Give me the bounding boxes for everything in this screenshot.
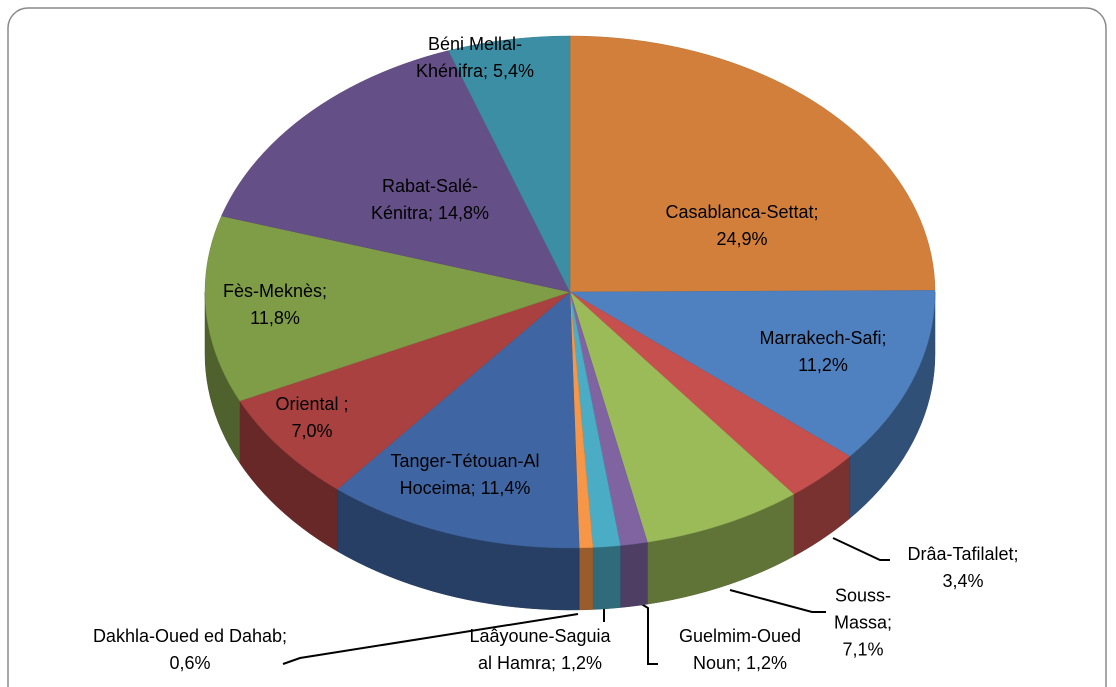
pie-slice bbox=[204, 215, 571, 402]
data-label: Oriental ; 7,0% bbox=[257, 391, 367, 445]
category-label: Laâyoune-Saguia al Hamra; bbox=[469, 626, 611, 673]
pie-tops bbox=[204, 35, 936, 549]
data-label: Tanger-Tétouan-Al Hoceima; 11,4% bbox=[373, 448, 558, 502]
pie-slice bbox=[336, 291, 580, 549]
category-label: Rabat-Salé-Kénitra; bbox=[370, 176, 479, 223]
leader-line bbox=[832, 537, 890, 561]
leader-lines bbox=[282, 537, 890, 665]
value-label: 7,0% bbox=[291, 421, 333, 441]
category-label: Marrakech-Safi; bbox=[759, 328, 887, 348]
data-label: Marrakech-Safi; 11,2% bbox=[748, 325, 898, 379]
category-label: Drâa-Tafilalet; bbox=[907, 544, 1019, 564]
data-label: Souss-Massa; 7,1% bbox=[828, 583, 898, 664]
data-label: Casablanca-Settat; 24,9% bbox=[652, 199, 832, 253]
data-label: Rabat-Salé-Kénitra; 14,8% bbox=[355, 173, 505, 227]
value-label: 14,8% bbox=[438, 203, 490, 223]
data-label: Dakhla-Oued ed Dahab; 0,6% bbox=[90, 623, 290, 677]
category-label: Dakhla-Oued ed Dahab; bbox=[92, 626, 288, 646]
value-label: 0,6% bbox=[169, 653, 211, 673]
category-label: Souss-Massa; bbox=[833, 585, 893, 633]
data-label: Laâyoune-Saguia al Hamra; 1,2% bbox=[465, 623, 615, 677]
category-label: Béni Mellal-Khénifra; bbox=[415, 34, 523, 81]
value-label: 11,4% bbox=[480, 478, 531, 498]
pie-slice bbox=[569, 290, 936, 457]
pie-slice bbox=[569, 291, 851, 495]
pie-sides bbox=[204, 291, 936, 611]
pie-slice-side bbox=[578, 547, 594, 611]
pie-slice bbox=[569, 291, 795, 543]
data-label: Guelmim-Oued Noun; 1,2% bbox=[670, 623, 810, 677]
value-label: 3,4% bbox=[942, 571, 984, 591]
data-label: Drâa-Tafilalet; 3,4% bbox=[893, 541, 1033, 595]
data-label: Béni Mellal-Khénifra; 5,4% bbox=[405, 31, 545, 85]
leader-line bbox=[282, 613, 579, 665]
value-label: 1,2% bbox=[561, 653, 603, 673]
pie-slice bbox=[221, 50, 571, 293]
value-label: 11,8% bbox=[250, 308, 300, 328]
pie-slice bbox=[239, 291, 571, 490]
leader-line bbox=[729, 589, 826, 613]
value-label: 11,2% bbox=[798, 355, 848, 375]
pie-slice-side bbox=[592, 545, 621, 610]
category-label: Tanger-Tétouan-Al Hoceima; bbox=[390, 451, 540, 498]
value-label: 7,1% bbox=[842, 639, 884, 660]
data-label: Fès-Meknès; 11,8% bbox=[220, 278, 330, 332]
pie-slice-side bbox=[620, 541, 648, 608]
value-label: 24,9% bbox=[716, 229, 768, 249]
category-label: Oriental ; bbox=[275, 394, 349, 414]
value-label: 5,4% bbox=[493, 61, 535, 81]
category-label: Guelmim-Oued Noun; bbox=[678, 626, 802, 673]
category-label: Fès-Meknès; bbox=[222, 281, 328, 301]
pie-slice bbox=[569, 35, 936, 293]
value-label: 1,2% bbox=[746, 653, 788, 673]
category-label: Casablanca-Settat; bbox=[665, 202, 819, 222]
pie-slice bbox=[448, 35, 571, 293]
